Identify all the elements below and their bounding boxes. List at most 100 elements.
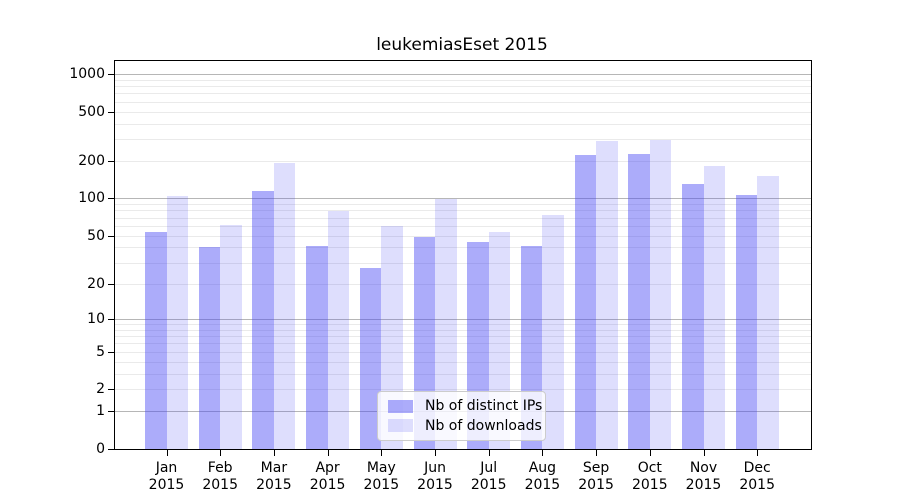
x-axis-tick — [649, 450, 651, 456]
x-tick-month: Jan — [155, 460, 178, 476]
x-tick-year: 2015 — [470, 477, 507, 493]
gridline-minor — [115, 329, 811, 331]
x-tick-month: Apr — [315, 460, 340, 476]
bar-distinct-ips-nov — [682, 183, 704, 449]
y-tick-label: 1000 — [69, 65, 105, 82]
y-axis-tick — [108, 198, 115, 200]
x-tick-label: Sep 2015 — [566, 460, 626, 494]
y-axis-tick — [108, 318, 115, 320]
bar-downloads-feb — [220, 224, 242, 449]
bar-downloads-apr — [327, 211, 350, 449]
y-axis-tick — [108, 449, 115, 450]
x-tick-year: 2015 — [309, 477, 346, 493]
gridline-minor — [115, 361, 811, 363]
bar-distinct-ips-sep — [574, 155, 597, 449]
y-tick-label: 1 — [96, 403, 105, 420]
legend-swatch-downloads-icon — [388, 419, 413, 433]
legend: Nb of distinct IPs Nb of downloads — [377, 391, 546, 441]
gridline-minor — [115, 217, 811, 219]
x-axis-tick — [273, 450, 275, 456]
gridline-minor — [115, 225, 811, 227]
gridline-minor — [115, 247, 811, 249]
gridline-minor — [115, 93, 811, 95]
x-tick-label: Jul 2015 — [459, 460, 519, 494]
gridline-major — [115, 73, 811, 75]
x-axis-tick — [703, 450, 705, 456]
bar-downloads-jan — [166, 195, 188, 449]
y-axis-tick — [108, 111, 115, 113]
x-tick-label: Oct 2015 — [620, 460, 680, 494]
x-axis-tick — [381, 450, 383, 456]
gridline-minor — [115, 204, 811, 206]
x-tick-month: Dec — [743, 460, 771, 476]
bar-downloads-jun — [435, 199, 457, 449]
x-tick-month: Sep — [582, 460, 610, 476]
y-tick-label: 10 — [87, 310, 105, 327]
gridline-minor — [115, 283, 811, 285]
x-tick-year: 2015 — [578, 477, 614, 493]
x-tick-month: Jul — [480, 460, 498, 476]
gridline-minor — [115, 235, 811, 237]
x-tick-label: Jan 2015 — [137, 460, 197, 494]
bar-distinct-ips-oct — [628, 154, 650, 449]
legend-entry-distinct-ips: Nb of distinct IPs — [388, 398, 542, 414]
bar-downloads-mar — [273, 163, 296, 449]
legend-label-downloads: Nb of downloads — [425, 417, 542, 434]
gridline-minor — [115, 161, 811, 163]
bar-distinct-ips-jan — [145, 232, 167, 449]
bar-distinct-ips-dec — [735, 195, 758, 449]
y-axis-tick — [108, 73, 115, 75]
gridline-minor — [115, 351, 811, 353]
gridline-minor — [115, 79, 811, 81]
gridline-minor — [115, 343, 811, 345]
x-tick-label: Feb 2015 — [190, 460, 250, 494]
x-axis-tick — [488, 450, 490, 456]
x-tick-year: 2015 — [739, 477, 775, 493]
x-tick-label: Dec 2015 — [727, 460, 787, 494]
x-tick-label: Mar 2015 — [244, 460, 304, 494]
legend-label-distinct-ips: Nb of distinct IPs — [425, 398, 543, 415]
gridline-minor — [115, 389, 811, 391]
x-tick-month: Aug — [528, 460, 557, 476]
bar-downloads-dec — [757, 176, 779, 449]
gridline-minor — [115, 123, 811, 125]
x-tick-month: Mar — [260, 460, 288, 476]
gridline-minor — [115, 373, 811, 375]
bar-distinct-ips-feb — [198, 247, 221, 449]
x-axis-tick — [220, 450, 222, 456]
x-axis-tick — [327, 450, 329, 456]
gridline-minor — [115, 86, 811, 88]
y-tick-label: 2 — [96, 381, 105, 398]
gridline-minor — [115, 262, 811, 264]
y-axis-tick — [108, 161, 115, 163]
x-tick-label: Nov 2015 — [674, 460, 734, 494]
gridline-minor — [115, 139, 811, 141]
legend-swatch-distinct-ips-icon — [388, 399, 413, 413]
x-tick-label: Aug 2015 — [512, 460, 572, 494]
x-tick-month: Jun — [424, 460, 446, 476]
x-tick-label: May 2015 — [351, 460, 411, 494]
x-axis-tick — [596, 450, 598, 456]
x-tick-year: 2015 — [363, 477, 400, 493]
x-tick-label: Apr 2015 — [298, 460, 358, 494]
y-tick-label: 0 — [96, 441, 105, 457]
x-tick-year: 2015 — [417, 477, 453, 493]
y-tick-label: 50 — [87, 227, 105, 244]
gridline-major — [115, 318, 811, 320]
chart-title: leukemiasEset 2015 — [376, 35, 548, 55]
y-axis-tick — [108, 411, 115, 413]
gridline-minor — [115, 324, 811, 325]
gridline-minor — [115, 210, 811, 212]
x-tick-year: 2015 — [256, 477, 292, 493]
x-tick-month: May — [366, 460, 396, 476]
bar-distinct-ips-mar — [252, 190, 274, 449]
gridline-major — [115, 198, 811, 200]
x-tick-year: 2015 — [685, 477, 722, 493]
y-tick-label: 5 — [96, 343, 105, 360]
x-tick-month: Nov — [689, 460, 718, 476]
x-axis-tick — [435, 450, 436, 456]
gridline-minor — [115, 111, 811, 113]
bar-downloads-oct — [649, 140, 672, 449]
x-axis-tick — [542, 450, 544, 456]
